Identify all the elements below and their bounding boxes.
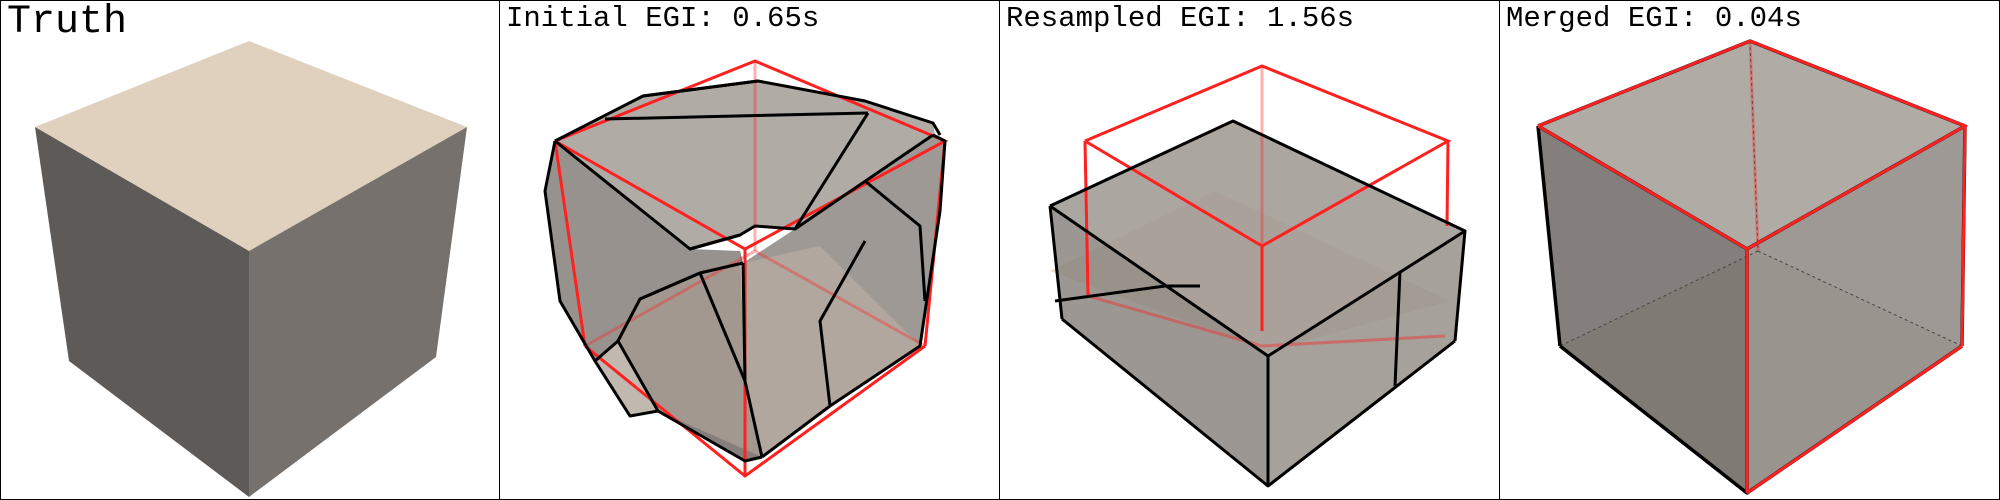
mesh-edges bbox=[543, 79, 947, 463]
panel-title-resampled-egi: Resampled EGI: 1.56s bbox=[1006, 2, 1355, 35]
mesh-face-left bbox=[555, 141, 762, 461]
cube-top-face bbox=[35, 41, 467, 251]
panel-truth: Truth bbox=[0, 0, 500, 500]
mesh-face-top bbox=[555, 81, 935, 249]
panel-title-initial-egi: Initial EGI: 0.65s bbox=[506, 2, 820, 35]
truth-cube-render bbox=[35, 41, 467, 497]
mesh-face-left-lower bbox=[545, 141, 743, 361]
initial-egi-render bbox=[543, 59, 949, 478]
mesh-face-top bbox=[1538, 41, 1965, 249]
panel-initial-egi: Initial EGI: 0.65s bbox=[499, 0, 1000, 500]
mesh-face-left bbox=[1050, 206, 1268, 486]
panel-merged-egi: Merged EGI: 0.04s bbox=[1499, 0, 2000, 500]
mesh-face-top bbox=[1050, 121, 1465, 356]
mesh-face-left bbox=[1538, 126, 1747, 493]
hidden-edges bbox=[1559, 40, 1963, 347]
mesh-face-right bbox=[1268, 231, 1465, 486]
cube-right-face bbox=[249, 127, 467, 497]
mesh-face-right bbox=[743, 135, 945, 457]
mesh-face-right bbox=[1747, 126, 1965, 493]
ground-truth-wireframe bbox=[1537, 39, 1969, 495]
mesh-inner-floor bbox=[618, 246, 920, 457]
cube-left-face bbox=[35, 127, 249, 497]
panel-title-merged-egi: Merged EGI: 0.04s bbox=[1506, 2, 1802, 35]
resampled-egi-render bbox=[1048, 64, 1467, 488]
merged-egi-render bbox=[1536, 39, 1969, 495]
panel-title-truth: Truth bbox=[7, 0, 128, 45]
mesh-edges bbox=[1048, 119, 1467, 488]
panel-resampled-egi: Resampled EGI: 1.56s bbox=[999, 0, 1500, 500]
